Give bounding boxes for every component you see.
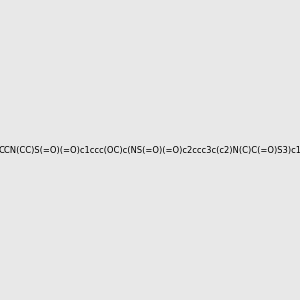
Text: CCN(CC)S(=O)(=O)c1ccc(OC)c(NS(=O)(=O)c2ccc3c(c2)N(C)C(=O)S3)c1: CCN(CC)S(=O)(=O)c1ccc(OC)c(NS(=O)(=O)c2c… xyxy=(0,146,300,154)
